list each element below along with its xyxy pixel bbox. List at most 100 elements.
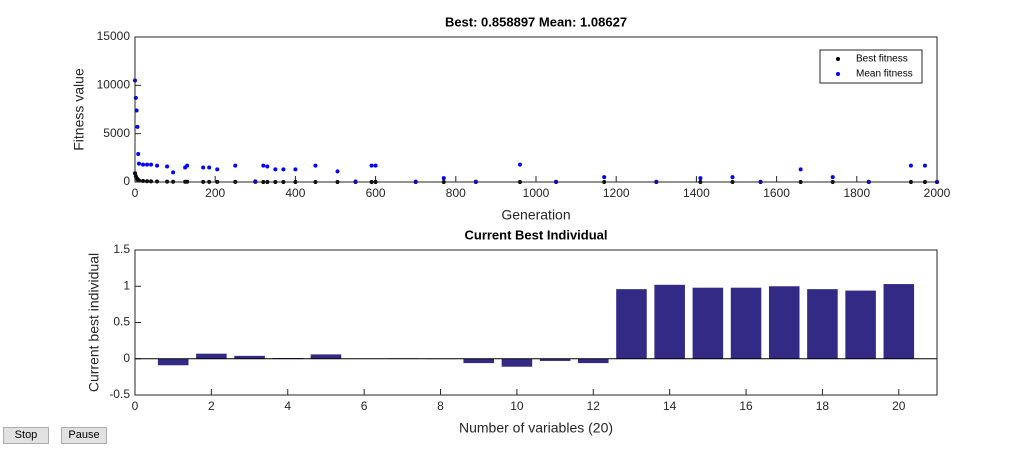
point: [698, 176, 703, 181]
x-tick-label: 1600: [763, 186, 790, 200]
bar: [196, 353, 227, 359]
bar: [463, 358, 494, 364]
point: [137, 161, 142, 166]
point: [171, 170, 176, 175]
point: [145, 179, 150, 184]
x-tick-label: 200: [205, 186, 225, 200]
x-tick-label: 8: [437, 399, 444, 413]
point: [201, 165, 206, 170]
axes-box: [134, 249, 938, 396]
y-tick-label: 0.5: [113, 315, 130, 329]
point: [265, 164, 270, 169]
point: [253, 179, 258, 184]
x-tick-label: 1800: [843, 186, 870, 200]
y-tick-label: 0: [123, 174, 130, 188]
point: [281, 167, 286, 172]
bar: [654, 284, 685, 359]
bar: [234, 355, 265, 359]
x-tick-label: 12: [587, 399, 601, 413]
legend-marker: [836, 72, 840, 76]
legend-label: Mean fitness: [856, 69, 913, 80]
point: [922, 163, 927, 168]
point: [141, 162, 146, 167]
bar: [501, 358, 533, 367]
point: [145, 162, 150, 167]
point: [273, 167, 278, 172]
point: [730, 175, 735, 180]
point: [261, 163, 266, 168]
point: [207, 165, 212, 170]
point: [798, 167, 803, 172]
bar: [730, 287, 762, 359]
y-tick-label: 1: [123, 278, 130, 292]
y-tick-label: 1.5: [113, 242, 130, 256]
y-tick-label: -0.5: [109, 387, 130, 401]
legend-marker: [836, 57, 840, 61]
x-tick-label: 400: [285, 186, 305, 200]
bar: [157, 358, 189, 366]
x-tick-label: 4: [284, 399, 291, 413]
point: [149, 162, 154, 167]
chart-title: Current Best Individual: [464, 227, 607, 242]
point: [908, 163, 913, 168]
point: [233, 163, 238, 168]
point: [165, 164, 170, 169]
x-tick-label: 1200: [603, 186, 630, 200]
y-axis-label: Fitness value: [71, 68, 87, 151]
y-tick-label: 15000: [97, 29, 131, 43]
point: [155, 163, 160, 168]
point: [335, 169, 340, 174]
point: [369, 163, 374, 168]
x-axis-label: Generation: [501, 207, 570, 223]
point: [133, 95, 138, 100]
x-tick-label: 20: [892, 399, 906, 413]
bar: [845, 290, 876, 359]
point: [602, 175, 607, 180]
x-tick-label: 0: [132, 399, 139, 413]
bar: [578, 358, 609, 364]
y-tick-label: 5000: [103, 126, 130, 140]
point: [293, 167, 298, 172]
bar: [692, 287, 724, 359]
x-tick-label: 1400: [683, 186, 710, 200]
axes-box: [134, 36, 938, 183]
point: [135, 124, 140, 129]
x-tick-label: 16: [739, 399, 753, 413]
x-tick-label: 1000: [523, 186, 550, 200]
bar: [768, 286, 800, 359]
bar: [616, 289, 647, 359]
bar: [807, 289, 838, 359]
legend-label: Best fitness: [856, 54, 908, 65]
point: [134, 108, 139, 113]
point: [149, 179, 154, 184]
y-axis-label: Current best individual: [86, 253, 102, 392]
legend-box: [819, 49, 923, 84]
bar: [883, 284, 915, 359]
stop-button[interactable]: Stop: [3, 427, 49, 444]
x-tick-label: 10: [510, 399, 524, 413]
x-tick-label: 2000: [924, 186, 951, 200]
x-tick-label: 800: [446, 186, 466, 200]
x-tick-label: 6: [361, 399, 368, 413]
point: [185, 163, 190, 168]
x-tick-label: 18: [816, 399, 830, 413]
x-tick-label: 2: [208, 399, 215, 413]
point: [830, 175, 835, 180]
y-tick-label: 10000: [97, 78, 131, 92]
chart-title: Best: 0.858897 Mean: 1.08627: [445, 14, 627, 29]
x-tick-label: 600: [366, 186, 386, 200]
x-tick-label: 14: [663, 399, 677, 413]
point: [373, 163, 378, 168]
bar: [539, 358, 571, 361]
point: [215, 167, 220, 172]
x-tick-label: 0: [132, 186, 139, 200]
point: [313, 163, 318, 168]
x-axis-label: Number of variables (20): [459, 420, 613, 436]
point: [517, 162, 522, 167]
pause-button[interactable]: Pause: [61, 427, 107, 444]
point: [136, 151, 141, 156]
y-tick-label: 0: [123, 351, 130, 365]
bar: [310, 354, 342, 359]
